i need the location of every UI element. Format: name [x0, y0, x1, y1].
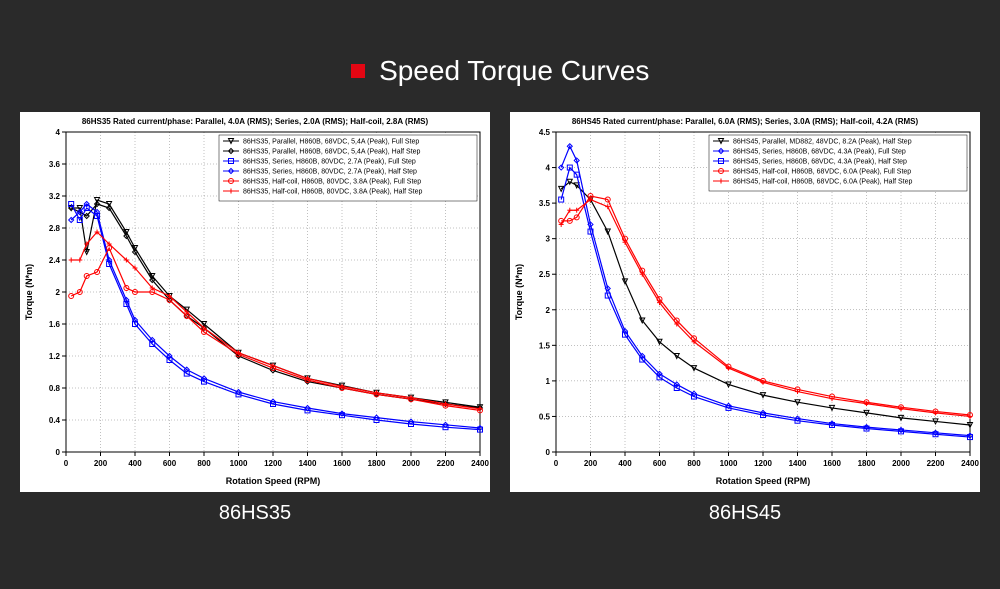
svg-text:1000: 1000 [230, 459, 248, 468]
svg-text:1400: 1400 [789, 459, 807, 468]
svg-text:200: 200 [94, 459, 108, 468]
chart-caption-right: 86HS45 [709, 502, 781, 525]
svg-text:1.6: 1.6 [49, 320, 61, 329]
svg-text:Torque (N*m): Torque (N*m) [514, 264, 524, 320]
svg-text:400: 400 [128, 459, 142, 468]
svg-text:2.8: 2.8 [49, 224, 61, 233]
svg-text:0: 0 [546, 448, 551, 457]
svg-text:2200: 2200 [437, 459, 455, 468]
svg-text:1.5: 1.5 [539, 341, 551, 350]
svg-text:86HS45 Rated current/phase: Pa: 86HS45 Rated current/phase: Parallel, 6.… [572, 117, 919, 126]
svg-text:2: 2 [546, 306, 551, 315]
svg-text:86HS45, Half-coil, H860B, 68VD: 86HS45, Half-coil, H860B, 68VDC, 6.0A (P… [733, 169, 911, 176]
svg-text:600: 600 [163, 459, 177, 468]
chart-caption-left: 86HS35 [219, 502, 291, 525]
svg-text:86HS35, Series, H860B, 80VDC,: 86HS35, Series, H860B, 80VDC, 2.7A (Peak… [243, 169, 417, 176]
page-title: Speed Torque Curves [379, 55, 649, 86]
svg-text:Rotation Speed (RPM): Rotation Speed (RPM) [716, 476, 811, 486]
svg-text:1000: 1000 [720, 459, 738, 468]
svg-text:2.4: 2.4 [49, 256, 61, 265]
svg-text:800: 800 [687, 459, 701, 468]
svg-text:2.5: 2.5 [539, 270, 551, 279]
svg-text:86HS35, Parallel, H860B, 68VDC: 86HS35, Parallel, H860B, 68VDC, 5,4A (Pe… [243, 149, 421, 156]
svg-text:4: 4 [546, 164, 551, 173]
svg-text:Rotation Speed (RPM): Rotation Speed (RPM) [226, 476, 321, 486]
svg-text:3.6: 3.6 [49, 160, 61, 169]
svg-text:0: 0 [554, 459, 559, 468]
svg-text:2200: 2200 [927, 459, 945, 468]
svg-text:1600: 1600 [333, 459, 351, 468]
svg-text:800: 800 [197, 459, 211, 468]
chart-wrap-right: 86HS45 Rated current/phase: Parallel, 6.… [510, 112, 980, 525]
svg-text:3.2: 3.2 [49, 192, 61, 201]
svg-text:0.5: 0.5 [539, 412, 551, 421]
svg-text:Torque (N*m): Torque (N*m) [24, 264, 34, 320]
svg-text:0: 0 [56, 448, 61, 457]
svg-text:200: 200 [584, 459, 598, 468]
svg-text:1600: 1600 [823, 459, 841, 468]
chart-wrap-left: 86HS35 Rated current/phase: Parallel, 4.… [20, 112, 490, 525]
svg-text:0.4: 0.4 [49, 416, 61, 425]
svg-text:2000: 2000 [892, 459, 910, 468]
svg-text:86HS35, Series, H860B, 80VDC,: 86HS35, Series, H860B, 80VDC, 2.7A (Peak… [243, 159, 416, 166]
svg-text:86HS35, Parallel, H860B, 68VDC: 86HS35, Parallel, H860B, 68VDC, 5,4A (Pe… [243, 139, 419, 146]
chart-86hs35: 86HS35 Rated current/phase: Parallel, 4.… [20, 112, 490, 492]
svg-text:86HS35, Half-coil, H860B, 80VD: 86HS35, Half-coil, H860B, 80VDC, 3.8A (P… [243, 179, 421, 186]
svg-text:86HS35 Rated current/phase: Pa: 86HS35 Rated current/phase: Parallel, 4.… [82, 117, 429, 126]
svg-text:1800: 1800 [858, 459, 876, 468]
svg-text:1400: 1400 [299, 459, 317, 468]
svg-text:2400: 2400 [961, 459, 979, 468]
svg-text:2400: 2400 [471, 459, 489, 468]
svg-text:4.5: 4.5 [539, 128, 551, 137]
svg-text:1200: 1200 [754, 459, 772, 468]
svg-text:2000: 2000 [402, 459, 420, 468]
svg-text:86HS45, Series, H860B, 68VDC,: 86HS45, Series, H860B, 68VDC, 4.3A (Peak… [733, 149, 906, 156]
title-marker-icon [351, 64, 365, 78]
svg-text:400: 400 [618, 459, 632, 468]
svg-text:86HS35, Half-coil, H860B, 80VD: 86HS35, Half-coil, H860B, 80VDC, 3.8A (P… [243, 189, 422, 196]
svg-text:86HS45, Half-coil, H860B, 68VD: 86HS45, Half-coil, H860B, 68VDC, 6.0A (P… [733, 179, 912, 186]
svg-text:3: 3 [546, 235, 551, 244]
svg-text:600: 600 [653, 459, 667, 468]
svg-text:0.8: 0.8 [49, 384, 61, 393]
svg-text:86HS45, Series, H860B, 68VDC,: 86HS45, Series, H860B, 68VDC, 4.3A (Peak… [733, 159, 907, 166]
svg-text:1: 1 [546, 377, 551, 386]
svg-text:4: 4 [56, 128, 61, 137]
chart-86hs45: 86HS45 Rated current/phase: Parallel, 6.… [510, 112, 980, 492]
svg-text:1.2: 1.2 [49, 352, 61, 361]
charts-row: 86HS35 Rated current/phase: Parallel, 4.… [0, 102, 1000, 525]
svg-text:0: 0 [64, 459, 69, 468]
header: Speed Torque Curves [0, 0, 1000, 102]
svg-text:1800: 1800 [368, 459, 386, 468]
svg-text:86HS45, Parallel, MD882, 48VDC: 86HS45, Parallel, MD882, 48VDC, 8.2A (Pe… [733, 139, 912, 146]
svg-text:3.5: 3.5 [539, 199, 551, 208]
svg-text:1200: 1200 [264, 459, 282, 468]
svg-text:2: 2 [56, 288, 61, 297]
